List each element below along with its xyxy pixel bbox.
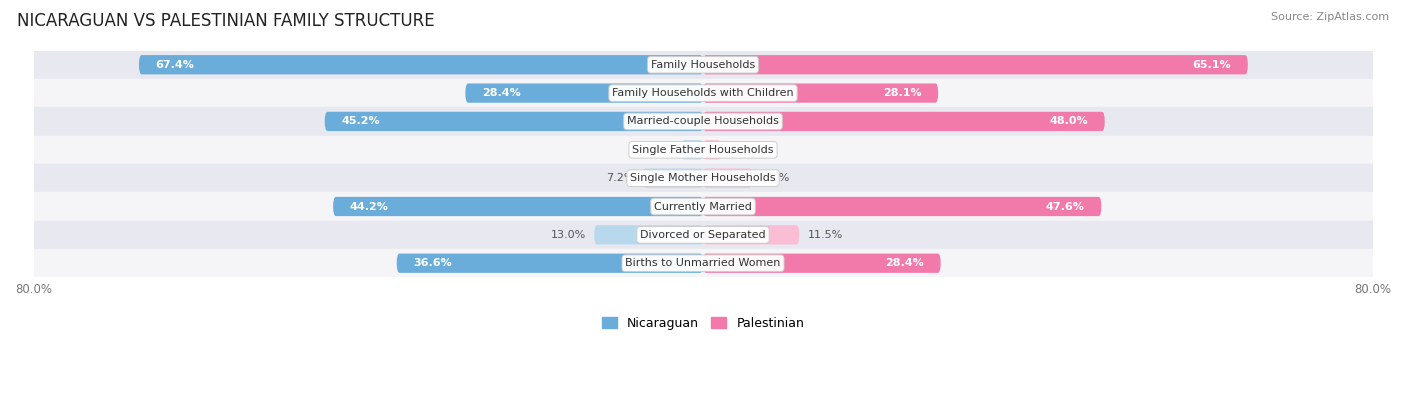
Text: Single Father Households: Single Father Households	[633, 145, 773, 155]
FancyBboxPatch shape	[703, 254, 941, 273]
Text: Married-couple Households: Married-couple Households	[627, 117, 779, 126]
FancyBboxPatch shape	[703, 55, 1247, 74]
Text: 7.2%: 7.2%	[606, 173, 634, 183]
FancyBboxPatch shape	[333, 197, 703, 216]
FancyBboxPatch shape	[703, 169, 752, 188]
Text: 65.1%: 65.1%	[1192, 60, 1232, 70]
FancyBboxPatch shape	[396, 254, 703, 273]
Text: Family Households with Children: Family Households with Children	[612, 88, 794, 98]
FancyBboxPatch shape	[643, 169, 703, 188]
Text: Family Households: Family Households	[651, 60, 755, 70]
Text: Births to Unmarried Women: Births to Unmarried Women	[626, 258, 780, 268]
Bar	[34, 164, 1372, 192]
FancyBboxPatch shape	[703, 225, 799, 245]
FancyBboxPatch shape	[325, 112, 703, 131]
Bar	[34, 249, 1372, 277]
FancyBboxPatch shape	[703, 112, 1105, 131]
Legend: Nicaraguan, Palestinian: Nicaraguan, Palestinian	[596, 312, 810, 335]
Bar	[34, 107, 1372, 135]
Bar	[34, 135, 1372, 164]
Text: 13.0%: 13.0%	[551, 230, 586, 240]
Bar	[34, 51, 1372, 79]
Text: 5.9%: 5.9%	[761, 173, 789, 183]
FancyBboxPatch shape	[139, 55, 703, 74]
Text: Single Mother Households: Single Mother Households	[630, 173, 776, 183]
Text: 2.6%: 2.6%	[644, 145, 673, 155]
Text: 67.4%: 67.4%	[156, 60, 194, 70]
Text: 48.0%: 48.0%	[1049, 117, 1088, 126]
Bar	[34, 221, 1372, 249]
Text: NICARAGUAN VS PALESTINIAN FAMILY STRUCTURE: NICARAGUAN VS PALESTINIAN FAMILY STRUCTU…	[17, 12, 434, 30]
Text: 47.6%: 47.6%	[1046, 201, 1084, 211]
Text: 28.1%: 28.1%	[883, 88, 921, 98]
Bar	[34, 192, 1372, 221]
Text: 28.4%: 28.4%	[482, 88, 520, 98]
Text: 36.6%: 36.6%	[413, 258, 453, 268]
Text: 45.2%: 45.2%	[342, 117, 380, 126]
Text: Source: ZipAtlas.com: Source: ZipAtlas.com	[1271, 12, 1389, 22]
FancyBboxPatch shape	[682, 140, 703, 160]
FancyBboxPatch shape	[703, 140, 721, 160]
FancyBboxPatch shape	[595, 225, 703, 245]
FancyBboxPatch shape	[703, 83, 938, 103]
Text: 2.2%: 2.2%	[730, 145, 758, 155]
Bar	[34, 79, 1372, 107]
Text: Divorced or Separated: Divorced or Separated	[640, 230, 766, 240]
FancyBboxPatch shape	[465, 83, 703, 103]
Text: 28.4%: 28.4%	[886, 258, 924, 268]
Text: Currently Married: Currently Married	[654, 201, 752, 211]
Text: 44.2%: 44.2%	[350, 201, 388, 211]
FancyBboxPatch shape	[703, 197, 1101, 216]
Text: 11.5%: 11.5%	[807, 230, 842, 240]
